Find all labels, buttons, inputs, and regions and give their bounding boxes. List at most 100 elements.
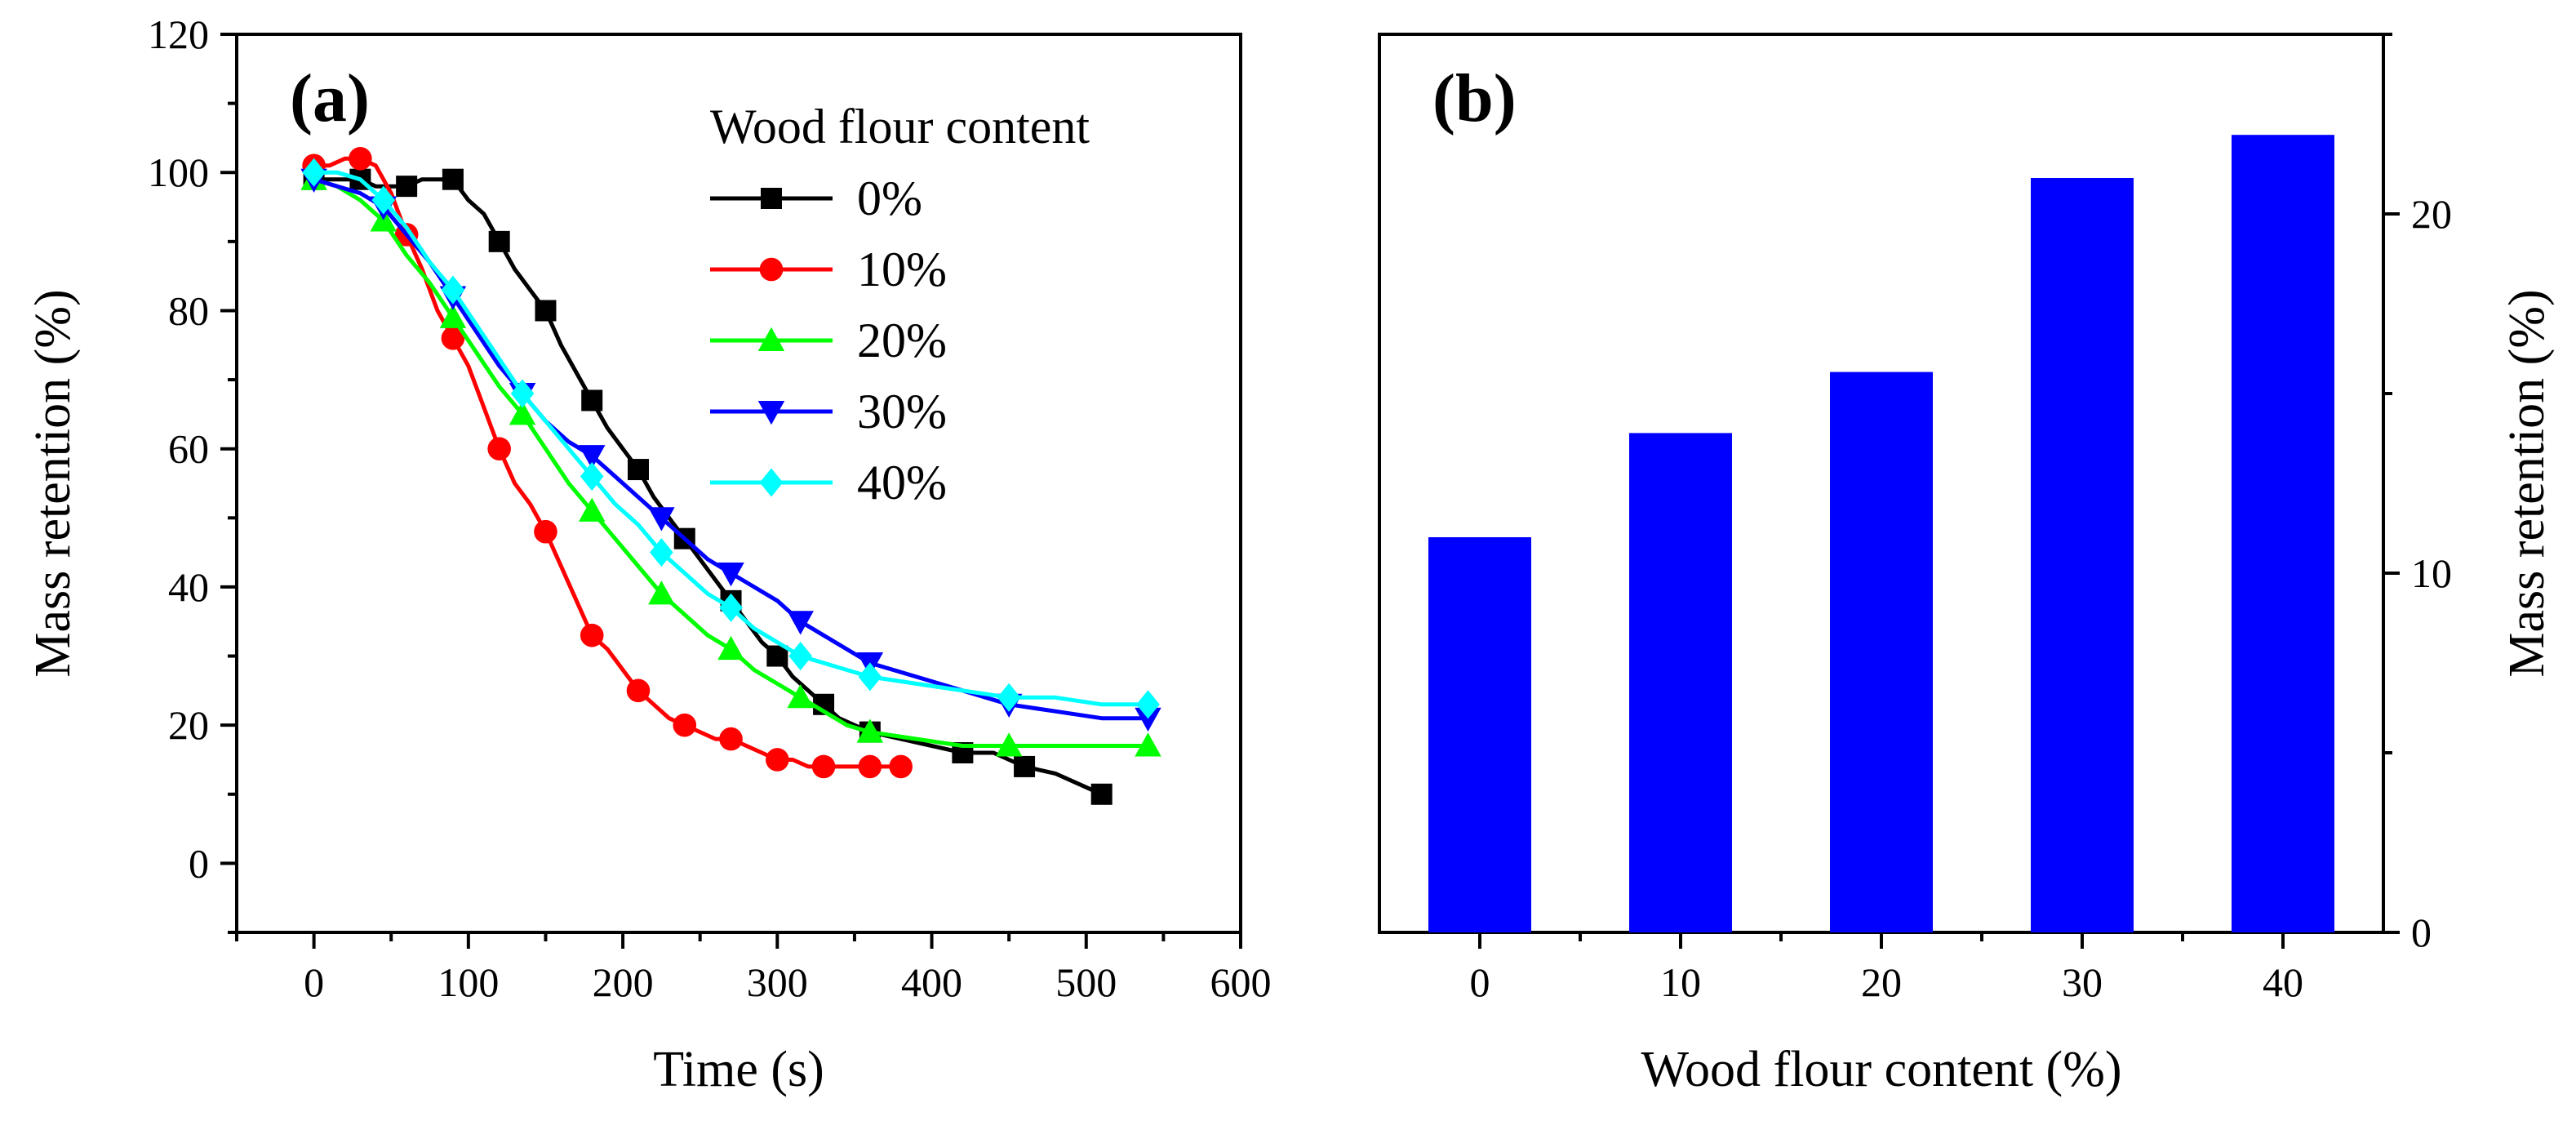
y-tick-label: 20: [168, 702, 209, 748]
panel-b-y-axis-title: Mass retention (%): [2499, 289, 2555, 677]
data-point: [626, 678, 651, 703]
panel-a-legend: Wood flour content 0% 10% 20% 30% 40%: [710, 100, 1090, 509]
data-point: [858, 754, 882, 779]
legend-label: 0%: [857, 171, 922, 225]
data-point: [761, 188, 782, 209]
legend-title: Wood flour content: [710, 100, 1090, 153]
data-point: [648, 507, 675, 532]
data-point: [648, 581, 675, 605]
data-point: [510, 379, 535, 408]
data-point: [488, 230, 510, 252]
bar: [1629, 433, 1732, 932]
data-point: [787, 611, 814, 635]
legend-label: 10%: [857, 242, 947, 296]
y-tick-label: 80: [168, 287, 209, 333]
data-point: [858, 662, 882, 692]
x-tick-label: 0: [1470, 959, 1490, 1005]
panel-b-bar-chart: 0 10 20 30 40 0 10 20 (b) Wood flour content (%…: [1378, 33, 2555, 1097]
data-point: [578, 497, 606, 522]
panel-a-line-chart: 0 100 200 300 400 500 600 0 20 40 60 80 100 120 (a) T…: [25, 11, 1272, 1097]
panel-b-ticks: 0 10 20 30 40 0 10 20: [1470, 33, 2452, 1005]
panel-a-y-axis-title: Mass retention (%): [25, 289, 81, 677]
data-point: [719, 593, 743, 622]
y-tick-label: 0: [2411, 910, 2432, 955]
data-point: [302, 158, 326, 187]
panel-b-label: (b): [1432, 60, 1517, 136]
data-point: [628, 459, 649, 481]
data-point: [581, 389, 603, 411]
series-line: [313, 177, 1103, 797]
data-point: [757, 327, 785, 351]
x-tick-label: 500: [1055, 959, 1117, 1005]
series-line: [313, 170, 1148, 707]
panel-b-x-axis-title: Wood flour content (%): [1641, 1042, 2122, 1097]
series-line: [313, 177, 1148, 748]
data-point: [650, 538, 673, 567]
x-tick-label: 30: [2062, 959, 2103, 1005]
y-tick-label: 120: [148, 11, 209, 57]
data-point: [349, 147, 372, 171]
series-0-pct: [303, 168, 1113, 805]
panel-b-bars: [1428, 135, 2334, 933]
data-point: [371, 185, 396, 215]
x-tick-label: 300: [747, 959, 808, 1005]
x-tick-label: 20: [1861, 959, 1902, 1005]
data-point: [534, 519, 557, 544]
y-tick-label: 100: [148, 149, 209, 195]
legend-item: 20%: [710, 314, 947, 367]
data-point: [1014, 755, 1036, 777]
data-point: [396, 176, 418, 198]
panel-a-ticks: 0 100 200 300 400 500 600 0 20 40 60 80 100 120: [148, 11, 1272, 1005]
data-point: [766, 748, 789, 772]
data-point: [1090, 783, 1113, 805]
legend-label: 40%: [857, 456, 947, 509]
panel-a-label: (a): [290, 60, 370, 136]
data-point: [788, 641, 812, 671]
data-point: [578, 445, 606, 469]
bar: [1428, 537, 1531, 932]
x-tick-label: 400: [901, 959, 962, 1005]
panel-a-plot-frame: [235, 33, 1242, 934]
legend-label: 30%: [857, 385, 947, 438]
panel-a-series: [300, 147, 1161, 805]
x-tick-label: 600: [1210, 959, 1272, 1005]
y-tick-label: 40: [168, 564, 209, 610]
data-point: [535, 300, 557, 322]
legend-label: 20%: [857, 314, 947, 367]
data-point: [759, 468, 784, 497]
data-point: [487, 437, 511, 460]
data-point: [811, 754, 836, 779]
bar: [1830, 371, 1933, 933]
legend-item: 0%: [710, 171, 922, 225]
x-tick-label: 40: [2263, 959, 2303, 1005]
series-20-pct: [300, 166, 1161, 757]
y-tick-label: 10: [2411, 550, 2452, 596]
series-40-pct: [302, 158, 1160, 719]
data-point: [787, 684, 814, 709]
data-point: [580, 623, 604, 647]
x-tick-label: 10: [1660, 959, 1701, 1005]
data-point: [509, 401, 536, 425]
x-tick-label: 200: [593, 959, 654, 1005]
y-tick-label: 0: [189, 840, 209, 886]
legend-item: 40%: [710, 456, 947, 509]
data-point: [997, 683, 1021, 712]
bar: [2031, 178, 2134, 932]
data-point: [766, 645, 788, 667]
data-point: [441, 275, 465, 305]
data-point: [673, 713, 697, 737]
data-point: [719, 727, 743, 751]
panel-a-x-axis-title: Time (s): [653, 1042, 824, 1097]
y-tick-label: 20: [2411, 191, 2452, 237]
data-point: [889, 754, 913, 779]
data-point: [580, 461, 604, 492]
data-point: [759, 257, 784, 282]
y-tick-label: 60: [168, 426, 209, 472]
series-10-pct: [302, 147, 913, 779]
data-point: [717, 563, 744, 587]
legend-item: 30%: [710, 385, 947, 438]
x-tick-label: 0: [304, 959, 324, 1005]
data-point: [757, 401, 785, 425]
series-line: [313, 156, 901, 769]
